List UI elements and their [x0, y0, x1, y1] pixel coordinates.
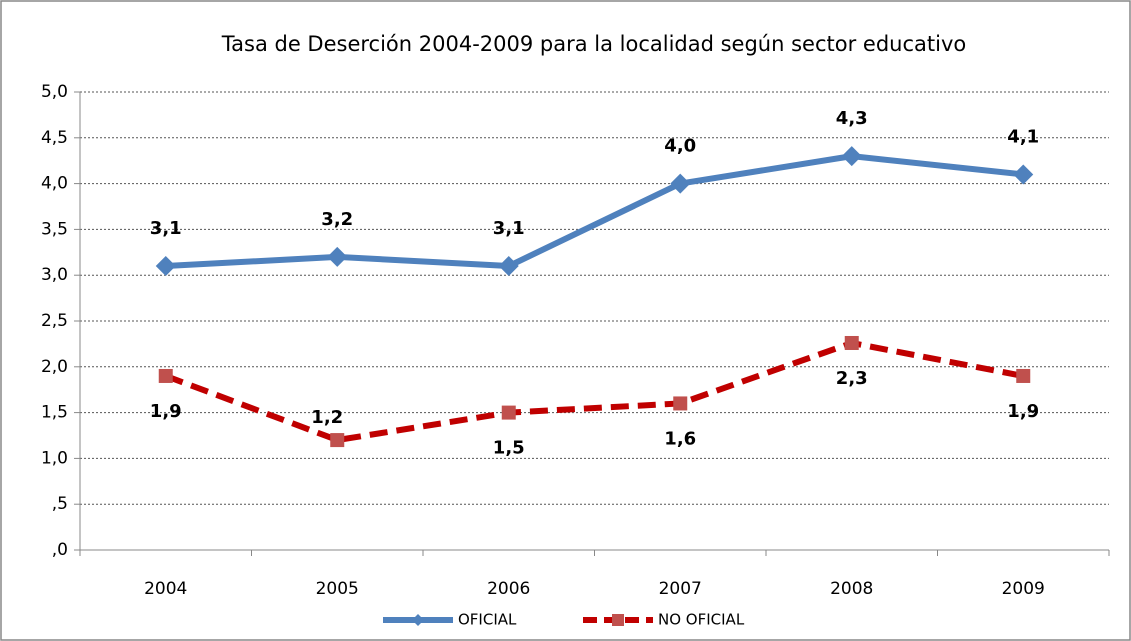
data-label: 1,9 — [150, 401, 182, 422]
x-tick-label: 2008 — [830, 579, 873, 599]
data-label: 1,5 — [493, 438, 525, 459]
data-label: 1,6 — [664, 428, 696, 449]
y-tick-label: ,0 — [52, 540, 68, 560]
series-line — [164, 339, 1024, 444]
data-label: 3,1 — [150, 218, 182, 239]
y-tick-label: ,5 — [52, 494, 68, 514]
data-label: 4,3 — [836, 108, 868, 129]
legend-label: NO OFICIAL — [658, 611, 745, 629]
data-label: 1,2 — [311, 407, 343, 428]
marker — [1013, 164, 1034, 185]
y-tick-label: 1,5 — [41, 403, 68, 423]
x-tick-label: 2006 — [487, 579, 530, 599]
data-label: 1,9 — [1007, 401, 1039, 422]
y-tick-label: 3,5 — [41, 219, 68, 239]
marker — [501, 405, 516, 420]
y-tick-label: 1,0 — [41, 448, 68, 468]
data-label: 4,0 — [664, 136, 696, 157]
y-tick-label: 3,0 — [41, 265, 68, 285]
marker — [841, 146, 862, 167]
marker — [158, 368, 173, 383]
x-tick-label: 2007 — [659, 579, 702, 599]
marker — [670, 173, 691, 194]
marker — [327, 246, 348, 267]
data-label: 3,1 — [493, 218, 525, 239]
legend-marker — [612, 614, 624, 626]
series-line — [165, 153, 1024, 270]
marker — [155, 256, 176, 277]
marker — [330, 433, 345, 448]
legend-label: OFICIAL — [458, 611, 517, 629]
y-tick-label: 4,0 — [41, 174, 68, 194]
marker — [1016, 368, 1031, 383]
y-tick-label: 2,0 — [41, 357, 68, 377]
data-label: 4,1 — [1007, 126, 1039, 147]
y-tick-label: 5,0 — [41, 82, 68, 102]
y-tick-label: 4,5 — [41, 128, 68, 148]
legend-marker — [412, 614, 424, 626]
marker — [673, 396, 688, 411]
x-tick-label: 2005 — [316, 579, 359, 599]
y-tick-label: 2,5 — [41, 311, 68, 331]
marker — [844, 335, 859, 350]
x-tick-label: 2009 — [1002, 579, 1045, 599]
chart-title: Tasa de Deserción 2004-2009 para la loca… — [221, 32, 966, 56]
data-label: 3,2 — [321, 209, 353, 230]
marker — [498, 256, 519, 277]
x-tick-label: 2004 — [144, 579, 187, 599]
data-label: 2,3 — [836, 368, 868, 389]
